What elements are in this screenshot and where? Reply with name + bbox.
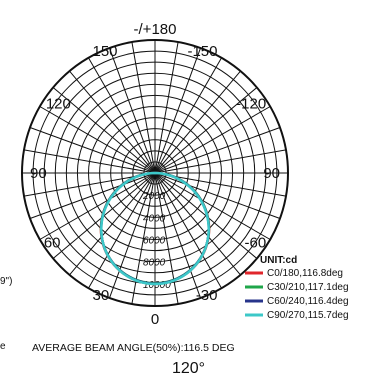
ring-label: 4000 <box>143 213 166 224</box>
angle-label: 90 <box>263 165 280 182</box>
grid-spoke <box>154 172 281 219</box>
legend-entry: C60/240,116.4deg <box>267 296 349 307</box>
ring-label: 6000 <box>143 236 166 247</box>
angle-label: 90 <box>30 165 47 182</box>
beam-caption: 120° <box>171 360 206 377</box>
grid-spoke <box>154 41 179 174</box>
grid-spoke <box>69 172 156 276</box>
grid-spoke <box>154 127 281 174</box>
left-edge-fragment-e: e <box>0 341 6 352</box>
grid-spoke <box>154 172 201 299</box>
grid-spoke <box>154 172 241 276</box>
grid-spoke <box>109 47 156 174</box>
angle-label: -/+180 <box>134 21 177 38</box>
angle-label: -150 <box>187 43 217 60</box>
angle-label: -120 <box>236 96 266 113</box>
grid-spoke <box>23 149 156 174</box>
grid-spoke <box>69 70 156 174</box>
grid-spoke <box>154 149 287 174</box>
polar-grid <box>21 39 289 307</box>
angle-label: 0 <box>151 311 159 328</box>
grid-spoke <box>88 57 156 174</box>
legend-entry: C30/210,117.1deg <box>267 282 349 293</box>
grid-spoke <box>88 172 156 289</box>
angle-label: 30 <box>93 287 110 304</box>
grid-spoke <box>154 172 222 289</box>
grid-spoke <box>154 47 201 174</box>
grid-spoke <box>131 41 156 174</box>
angle-label: 120 <box>46 96 71 113</box>
angle-label: 150 <box>93 43 118 60</box>
legend: UNIT:cd C0/180,116.8deg C30/210,117.1deg C6… <box>245 255 349 321</box>
legend-entry: C0/180,116.8deg <box>267 268 343 279</box>
grid-spoke <box>29 172 156 219</box>
grid-spoke <box>52 87 156 174</box>
grid-spoke <box>154 87 258 174</box>
grid-spoke <box>39 106 156 174</box>
series-curve <box>100 171 210 286</box>
ring-label: 2000 <box>142 191 166 202</box>
legend-unit: UNIT:cd <box>260 255 297 266</box>
series-curves <box>99 171 211 286</box>
grid-spoke <box>154 106 271 174</box>
grid-spoke <box>109 172 156 299</box>
left-edge-fragment: 9") <box>0 276 12 287</box>
grid-spoke <box>154 57 222 174</box>
legend-entry: C90/270,115.7deg <box>267 310 349 321</box>
ring-label: 8000 <box>143 258 166 269</box>
angle-label: -30 <box>196 287 218 304</box>
grid-spoke <box>131 172 156 305</box>
grid-spoke <box>154 172 179 305</box>
angle-labels: -/+180 -150 150 -120 120 90 90 -60 60 -30 30 0 <box>30 21 280 328</box>
ring-labels: 2000 4000 6000 8000 10000 <box>142 191 171 291</box>
angle-label: 60 <box>44 235 61 252</box>
grid-spoke <box>29 127 156 174</box>
average-beam-angle: AVERAGE BEAM ANGLE(50%):116.5 DEG <box>32 342 235 354</box>
grid-spoke <box>154 172 271 240</box>
angle-label: -60 <box>244 235 266 252</box>
grid-spoke <box>39 172 156 240</box>
grid-spoke <box>154 70 241 174</box>
ring-label: 10000 <box>143 280 171 291</box>
